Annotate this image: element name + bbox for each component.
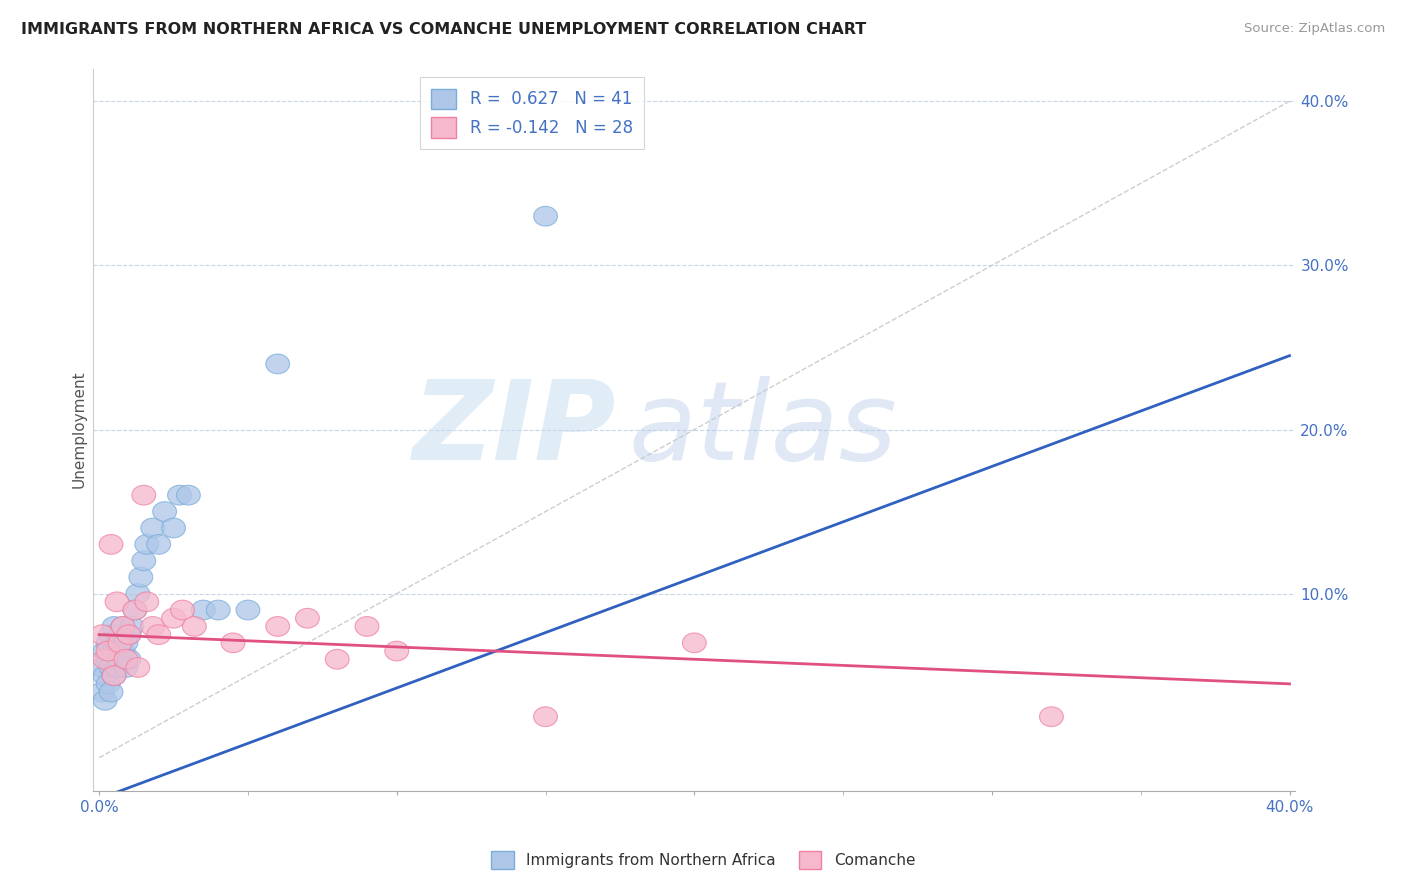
Ellipse shape	[93, 641, 117, 661]
Ellipse shape	[385, 641, 409, 661]
Ellipse shape	[127, 583, 149, 604]
Ellipse shape	[90, 624, 114, 645]
Text: Source: ZipAtlas.com: Source: ZipAtlas.com	[1244, 22, 1385, 36]
Ellipse shape	[141, 518, 165, 538]
Ellipse shape	[96, 633, 120, 653]
Ellipse shape	[135, 534, 159, 554]
Ellipse shape	[114, 649, 138, 669]
Ellipse shape	[177, 485, 200, 505]
Ellipse shape	[100, 534, 122, 554]
Ellipse shape	[108, 633, 132, 653]
Ellipse shape	[90, 657, 114, 677]
Ellipse shape	[682, 633, 706, 653]
Ellipse shape	[111, 616, 135, 636]
Ellipse shape	[325, 649, 349, 669]
Ellipse shape	[93, 649, 117, 669]
Ellipse shape	[534, 706, 557, 727]
Ellipse shape	[132, 551, 156, 571]
Ellipse shape	[146, 624, 170, 645]
Ellipse shape	[1039, 706, 1063, 727]
Ellipse shape	[207, 600, 231, 620]
Ellipse shape	[103, 665, 127, 686]
Ellipse shape	[162, 608, 186, 628]
Ellipse shape	[96, 641, 120, 661]
Ellipse shape	[103, 616, 127, 636]
Ellipse shape	[96, 649, 120, 669]
Ellipse shape	[183, 616, 207, 636]
Ellipse shape	[114, 657, 138, 677]
Text: atlas: atlas	[628, 376, 897, 483]
Ellipse shape	[141, 616, 165, 636]
Legend: Immigrants from Northern Africa, Comanche: Immigrants from Northern Africa, Comanch…	[485, 845, 921, 875]
Ellipse shape	[170, 600, 194, 620]
Ellipse shape	[191, 600, 215, 620]
Ellipse shape	[96, 674, 120, 694]
Legend: R =  0.627   N = 41, R = -0.142   N = 28: R = 0.627 N = 41, R = -0.142 N = 28	[419, 77, 644, 149]
Ellipse shape	[120, 616, 143, 636]
Ellipse shape	[105, 592, 129, 612]
Ellipse shape	[221, 633, 245, 653]
Ellipse shape	[132, 485, 156, 505]
Text: IMMIGRANTS FROM NORTHERN AFRICA VS COMANCHE UNEMPLOYMENT CORRELATION CHART: IMMIGRANTS FROM NORTHERN AFRICA VS COMAN…	[21, 22, 866, 37]
Ellipse shape	[295, 608, 319, 628]
Ellipse shape	[103, 665, 127, 686]
Ellipse shape	[117, 649, 141, 669]
Ellipse shape	[153, 501, 177, 522]
Ellipse shape	[135, 592, 159, 612]
Ellipse shape	[266, 354, 290, 374]
Ellipse shape	[162, 518, 186, 538]
Ellipse shape	[117, 624, 141, 645]
Ellipse shape	[127, 657, 149, 677]
Ellipse shape	[122, 600, 146, 620]
Ellipse shape	[111, 616, 135, 636]
Ellipse shape	[114, 633, 138, 653]
Ellipse shape	[100, 657, 122, 677]
Ellipse shape	[534, 206, 557, 226]
Ellipse shape	[122, 600, 146, 620]
Ellipse shape	[105, 657, 129, 677]
Ellipse shape	[129, 567, 153, 587]
Ellipse shape	[105, 633, 129, 653]
Ellipse shape	[356, 616, 378, 636]
Ellipse shape	[266, 616, 290, 636]
Ellipse shape	[146, 534, 170, 554]
Ellipse shape	[93, 665, 117, 686]
Ellipse shape	[108, 624, 132, 645]
Y-axis label: Unemployment: Unemployment	[72, 371, 86, 488]
Text: ZIP: ZIP	[413, 376, 616, 483]
Ellipse shape	[167, 485, 191, 505]
Ellipse shape	[236, 600, 260, 620]
Ellipse shape	[100, 624, 122, 645]
Ellipse shape	[100, 682, 122, 702]
Ellipse shape	[117, 624, 141, 645]
Ellipse shape	[103, 641, 127, 661]
Ellipse shape	[93, 690, 117, 710]
Ellipse shape	[90, 682, 114, 702]
Ellipse shape	[108, 649, 132, 669]
Ellipse shape	[111, 641, 135, 661]
